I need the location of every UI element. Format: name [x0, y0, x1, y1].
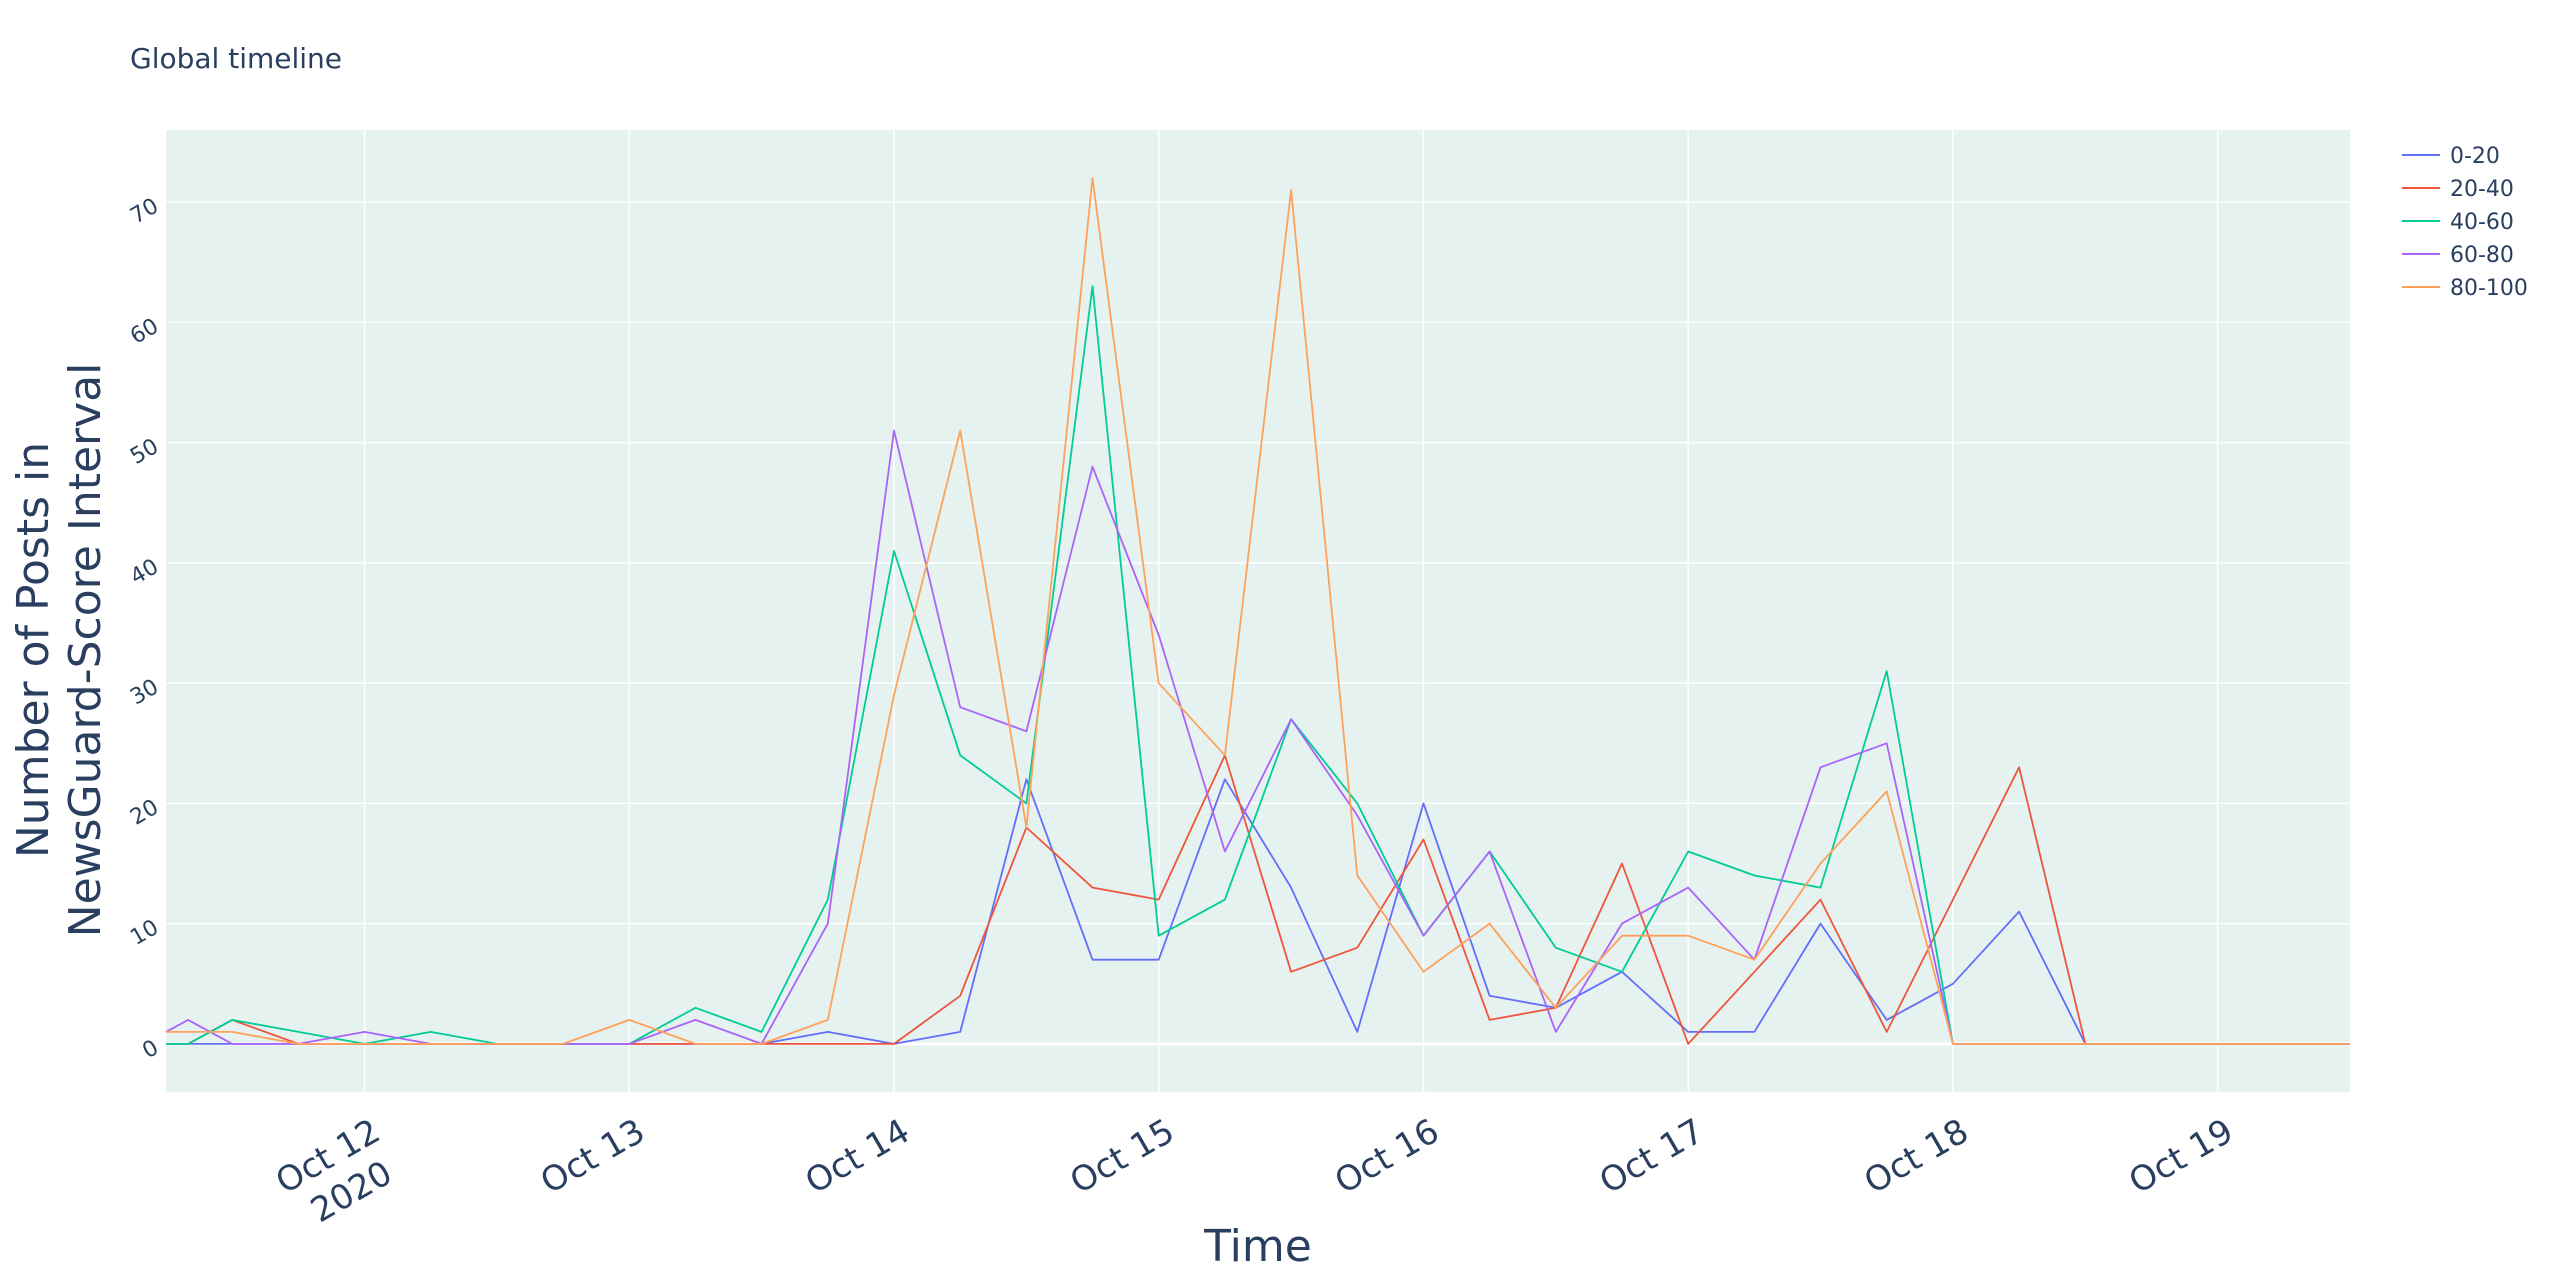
legend-item-60-80[interactable]: 60-80 [2402, 243, 2514, 268]
x-tick-label: Oct 13 [534, 1111, 652, 1202]
y-tick-label: 20 [126, 795, 163, 831]
legend-label: 20-40 [2450, 177, 2514, 202]
y-axis-title: Number of Posts in NewsGuard-Score Inter… [8, 363, 111, 938]
y-tick-label: 60 [126, 314, 163, 350]
grid-lines [166, 130, 2350, 1092]
legend[interactable]: 0-20 20-40 40-60 60-80 80-100 [2402, 144, 2528, 301]
plot-area [166, 130, 2350, 1092]
x-tick-label: Oct 17 [1593, 1111, 1711, 1202]
chart-title: Global timeline [130, 42, 342, 75]
x-tick-label: Oct 19 [2122, 1111, 2240, 1202]
legend-item-40-60[interactable]: 40-60 [2402, 210, 2514, 235]
x-tick-label: Oct 14 [799, 1111, 917, 1202]
y-tick-label: 30 [126, 675, 163, 711]
y-tick-label: 70 [126, 194, 163, 230]
y-tick-label: 10 [126, 915, 163, 951]
y-axis-title-line-2: NewsGuard-Score Interval [60, 363, 111, 938]
x-tick-label: Oct 16 [1328, 1111, 1446, 1202]
x-tick-label: Oct 18 [1858, 1111, 1976, 1202]
x-tick-label: Oct 15 [1063, 1111, 1181, 1202]
legend-item-0-20[interactable]: 0-20 [2402, 144, 2500, 169]
y-tick-label: 50 [126, 434, 163, 470]
y-tick-labels: 0 10 20 30 40 50 60 70 [126, 194, 163, 1064]
legend-item-80-100[interactable]: 80-100 [2402, 276, 2528, 301]
legend-label: 80-100 [2450, 276, 2528, 301]
y-tick-label: 0 [138, 1035, 163, 1064]
series-layer [165, 177, 2350, 1045]
legend-label: 40-60 [2450, 210, 2514, 235]
y-tick-label: 40 [126, 554, 163, 590]
x-axis-title: Time [1203, 1221, 1312, 1272]
legend-item-20-40[interactable]: 20-40 [2402, 177, 2514, 202]
legend-label: 0-20 [2450, 144, 2500, 169]
legend-label: 60-80 [2450, 243, 2514, 268]
y-axis-title-line-1: Number of Posts in [8, 442, 59, 858]
series-line-80-100 [166, 177, 2350, 1045]
